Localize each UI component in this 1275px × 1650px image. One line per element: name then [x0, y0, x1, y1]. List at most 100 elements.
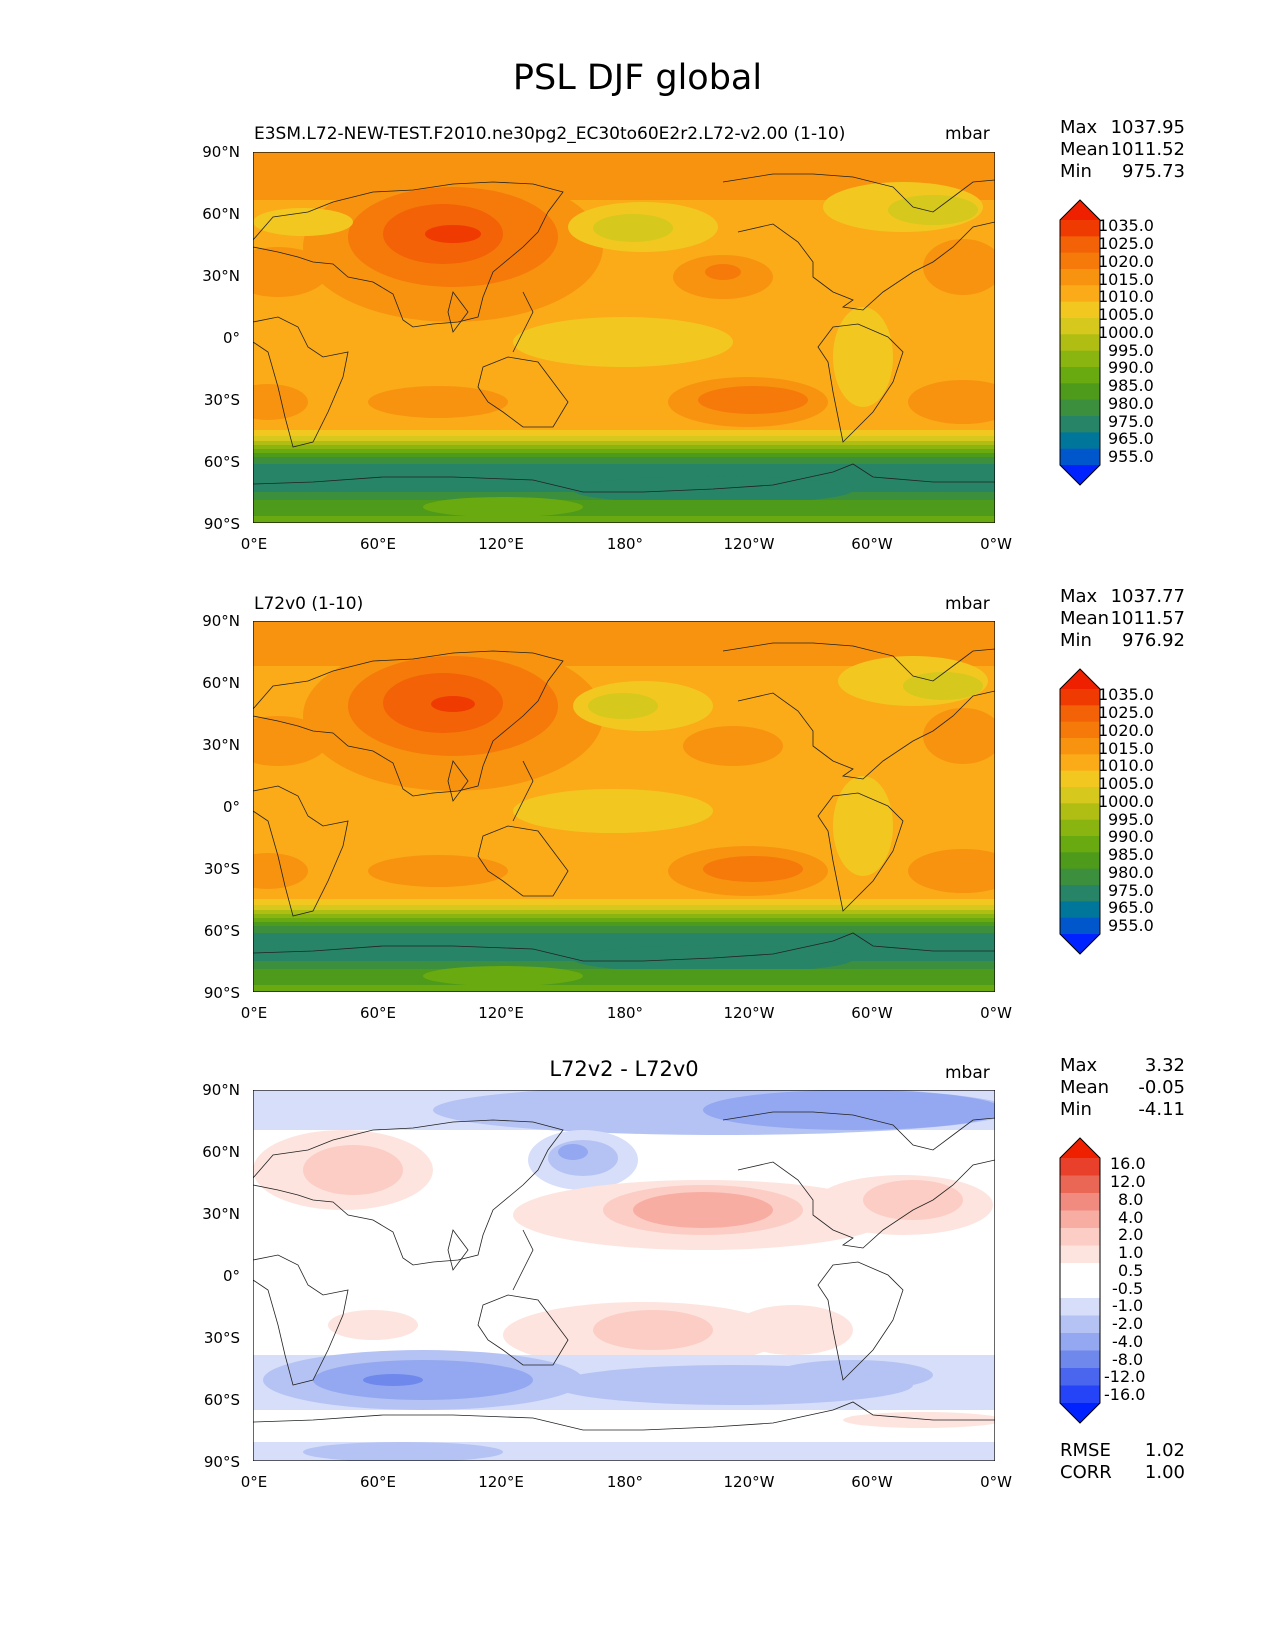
colorbar-tick: 4.0 — [1118, 1208, 1144, 1227]
colorbar-outline — [1059, 199, 1101, 486]
panel-1-map — [253, 152, 995, 523]
colorbar-segment — [1060, 301, 1100, 319]
colorbar-tick: 1025.0 — [1098, 234, 1154, 253]
lat-tick: 30°S — [203, 1329, 240, 1347]
stat-value: 1037.77 — [1110, 586, 1185, 607]
colorbar-segment — [1060, 448, 1100, 466]
lat-tick: 90°S — [203, 984, 240, 1002]
lon-tick: 0°E — [240, 535, 268, 553]
panel-1-colorbar — [1059, 199, 1101, 486]
colorbar-segment — [1060, 705, 1100, 723]
colorbar-tick: -4.0 — [1112, 1332, 1144, 1351]
colorbar-tick: 965.0 — [1108, 429, 1154, 448]
lon-tick: 60°W — [851, 1004, 893, 1022]
colorbar-tick: 1035.0 — [1098, 685, 1154, 704]
colorbar-segment — [1060, 1280, 1100, 1299]
panel-2-title: L72v0 (1-10) — [254, 594, 364, 614]
lon-tick: 0°W — [980, 1004, 1012, 1022]
colorbar-tick: 995.0 — [1108, 341, 1154, 360]
colorbar-tick: 975.0 — [1108, 412, 1154, 431]
lon-tick: 60°E — [359, 1004, 397, 1022]
colorbar-tick: 1010.0 — [1098, 756, 1154, 775]
panel-3-colorbar — [1059, 1137, 1101, 1424]
lat-tick: 90°N — [202, 612, 240, 630]
stat-value: 3.32 — [1144, 1055, 1185, 1076]
colorbar-segment — [1060, 787, 1100, 804]
colorbar-tick: -8.0 — [1112, 1350, 1144, 1369]
lat-tick: 60°N — [202, 1143, 240, 1161]
colorbar-tick: 2.0 — [1118, 1225, 1144, 1244]
stat-value: 975.73 — [1122, 161, 1185, 182]
lon-tick: 60°W — [851, 535, 893, 553]
colorbar-segment — [1060, 236, 1100, 254]
lon-tick: 60°E — [359, 1473, 397, 1491]
metric-label: RMSE — [1060, 1440, 1111, 1461]
colorbar-tick: 1010.0 — [1098, 287, 1154, 306]
lon-tick: 120°E — [478, 1004, 524, 1022]
colorbar-tick: 1025.0 — [1098, 703, 1154, 722]
panel-3-map — [253, 1090, 995, 1461]
colorbar-tick: -2.0 — [1112, 1314, 1144, 1333]
lon-tick: 60°E — [359, 535, 397, 553]
colorbar-segment — [1060, 432, 1100, 450]
colorbar-segment — [1060, 1315, 1100, 1334]
colorbar-tick: -1.0 — [1112, 1296, 1144, 1315]
colorbar-tick: -16.0 — [1104, 1385, 1146, 1404]
lon-tick: 0°W — [980, 1473, 1012, 1491]
colorbar-tick: 1020.0 — [1098, 252, 1154, 271]
colorbar-segment — [1060, 689, 1100, 706]
lon-tick: 0°E — [240, 1004, 268, 1022]
stat-value: -4.11 — [1138, 1099, 1185, 1120]
stat-label: Min — [1060, 630, 1092, 651]
colorbar-segment — [1060, 416, 1100, 433]
colorbar-tick: -12.0 — [1104, 1367, 1146, 1386]
colorbar-segment — [1060, 1385, 1100, 1404]
lon-tick: 0°W — [980, 535, 1012, 553]
colorbar-segment — [1060, 252, 1100, 270]
lat-tick: 90°N — [202, 1081, 240, 1099]
colorbar-tick: 1015.0 — [1098, 270, 1154, 289]
colorbar-segment — [1060, 1175, 1100, 1194]
panel-2-units: mbar — [945, 594, 990, 614]
lat-tick: 0° — [222, 1267, 240, 1285]
colorbar-segment — [1060, 318, 1100, 335]
stat-label: Max — [1060, 1055, 1098, 1076]
colorbar-segment — [1060, 383, 1100, 401]
panel-2-map — [253, 621, 995, 992]
lat-tick: 90°S — [203, 1453, 240, 1471]
lat-tick: 60°N — [202, 205, 240, 223]
colorbar-tick: 990.0 — [1108, 358, 1154, 377]
stat-label: Min — [1060, 161, 1092, 182]
lon-tick: 0°E — [240, 1473, 268, 1491]
colorbar-segment — [1060, 1333, 1100, 1351]
panel-2-colorbar — [1059, 668, 1101, 955]
colorbar-segment — [1060, 885, 1100, 902]
lat-tick: 60°S — [203, 453, 240, 471]
lon-tick: 60°W — [851, 1473, 893, 1491]
panel-3-title: L72v2 - L72v0 — [549, 1057, 699, 1081]
colorbar-extend-max — [1060, 1138, 1100, 1158]
colorbar-segment — [1060, 770, 1100, 788]
colorbar-tick: 1005.0 — [1098, 774, 1154, 793]
stat-label: Max — [1060, 117, 1098, 138]
colorbar-tick: 965.0 — [1108, 898, 1154, 917]
stat-value: 1037.95 — [1110, 117, 1185, 138]
stat-label: Mean — [1060, 608, 1110, 629]
figure-title: PSL DJF global — [512, 58, 763, 98]
colorbar-extend-max — [1060, 669, 1100, 689]
lat-tick: 0° — [222, 798, 240, 816]
colorbar-tick: 985.0 — [1108, 845, 1154, 864]
lat-tick: 30°S — [203, 860, 240, 878]
lat-tick: 30°N — [202, 736, 240, 754]
colorbar-segment — [1060, 1158, 1100, 1176]
colorbar-tick: 1035.0 — [1098, 216, 1154, 235]
colorbar-tick: 1.0 — [1118, 1243, 1144, 1262]
colorbar-tick: 1020.0 — [1098, 721, 1154, 740]
colorbar-segment — [1060, 1210, 1100, 1229]
colorbar-segment — [1060, 1263, 1100, 1281]
colorbar-tick: 975.0 — [1108, 881, 1154, 900]
lat-tick: 90°S — [203, 515, 240, 533]
stat-value: 1011.52 — [1110, 139, 1185, 160]
colorbar-tick: 1000.0 — [1098, 792, 1154, 811]
colorbar-segment — [1060, 285, 1100, 303]
